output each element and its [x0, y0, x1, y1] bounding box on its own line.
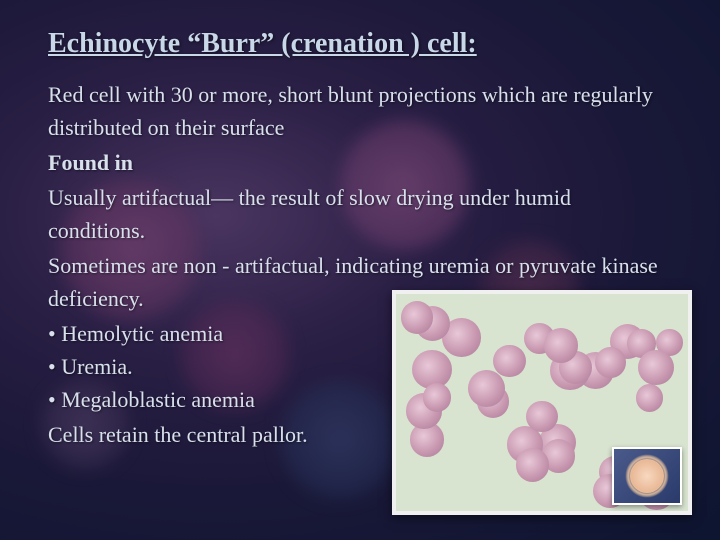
inset-closeup-image — [612, 447, 682, 505]
note-1: Usually artifactual— the result of slow … — [48, 181, 672, 247]
description-text: Red cell with 30 or more, short blunt pr… — [48, 78, 672, 144]
slide-title: Echinocyte “Burr” (crenation ) cell: — [48, 28, 672, 60]
microscopy-image — [392, 290, 692, 515]
burr-cell-icon — [630, 459, 664, 493]
found-in-label: Found in — [48, 146, 672, 179]
